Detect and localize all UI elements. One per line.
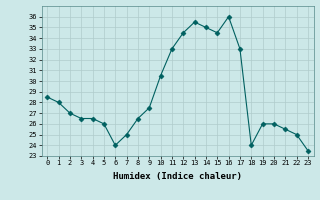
X-axis label: Humidex (Indice chaleur): Humidex (Indice chaleur) [113,172,242,181]
